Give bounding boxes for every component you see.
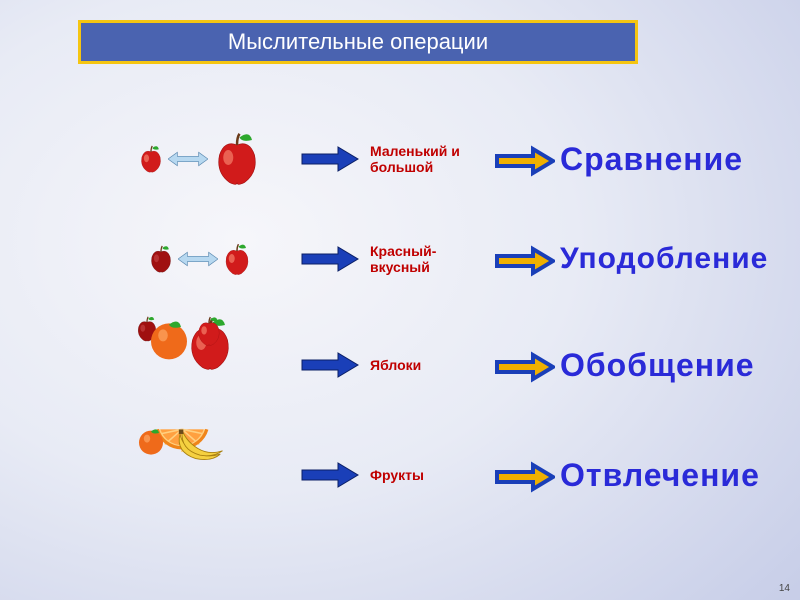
mid-arrow-icon — [300, 245, 360, 273]
row-icons — [100, 114, 300, 204]
row-icons — [100, 430, 300, 520]
big-apple-icon — [212, 130, 262, 188]
row-operation-label: Отвлечение — [560, 457, 760, 494]
apple-icon — [145, 315, 193, 363]
bidi-arrow-icon — [178, 249, 218, 269]
page-number: 14 — [779, 583, 790, 594]
apple-icon — [148, 244, 174, 274]
operation-row: Красный-вкусный Уподобление — [0, 214, 800, 304]
operation-row: Яблоки Обобщение — [0, 320, 800, 410]
right-arrow-icon — [495, 351, 555, 379]
orange-icon — [135, 425, 167, 457]
row-icons — [100, 214, 300, 304]
row-operation-label: Обобщение — [560, 347, 755, 384]
mid-arrow-icon — [300, 461, 360, 489]
slide-title-text: Мыслительные операции — [228, 29, 488, 55]
row-mid-label: Яблоки — [370, 357, 490, 373]
apple-icon — [222, 242, 252, 277]
operation-row: Фрукты Отвлечение — [0, 430, 800, 520]
row-operation-label: Уподобление — [560, 242, 768, 276]
apple-icon — [195, 315, 223, 347]
row-operation-label: Сравнение — [560, 141, 743, 178]
row-mid-label: Маленький и большой — [370, 143, 490, 175]
row-mid-label: Красный-вкусный — [370, 243, 490, 275]
right-arrow-icon — [495, 145, 555, 173]
right-arrow-icon — [495, 461, 555, 489]
row-mid-label: Фрукты — [370, 467, 490, 483]
mid-arrow-icon — [300, 351, 360, 379]
right-arrow-icon — [495, 245, 555, 273]
operation-row: Маленький и большой Сравнение — [0, 114, 800, 204]
banana-icon — [171, 425, 227, 464]
row-icons — [100, 320, 300, 410]
small-apple-icon — [138, 144, 164, 174]
mid-arrow-icon — [300, 145, 360, 173]
bidi-arrow-icon — [168, 149, 208, 169]
slide-title: Мыслительные операции — [78, 20, 638, 64]
